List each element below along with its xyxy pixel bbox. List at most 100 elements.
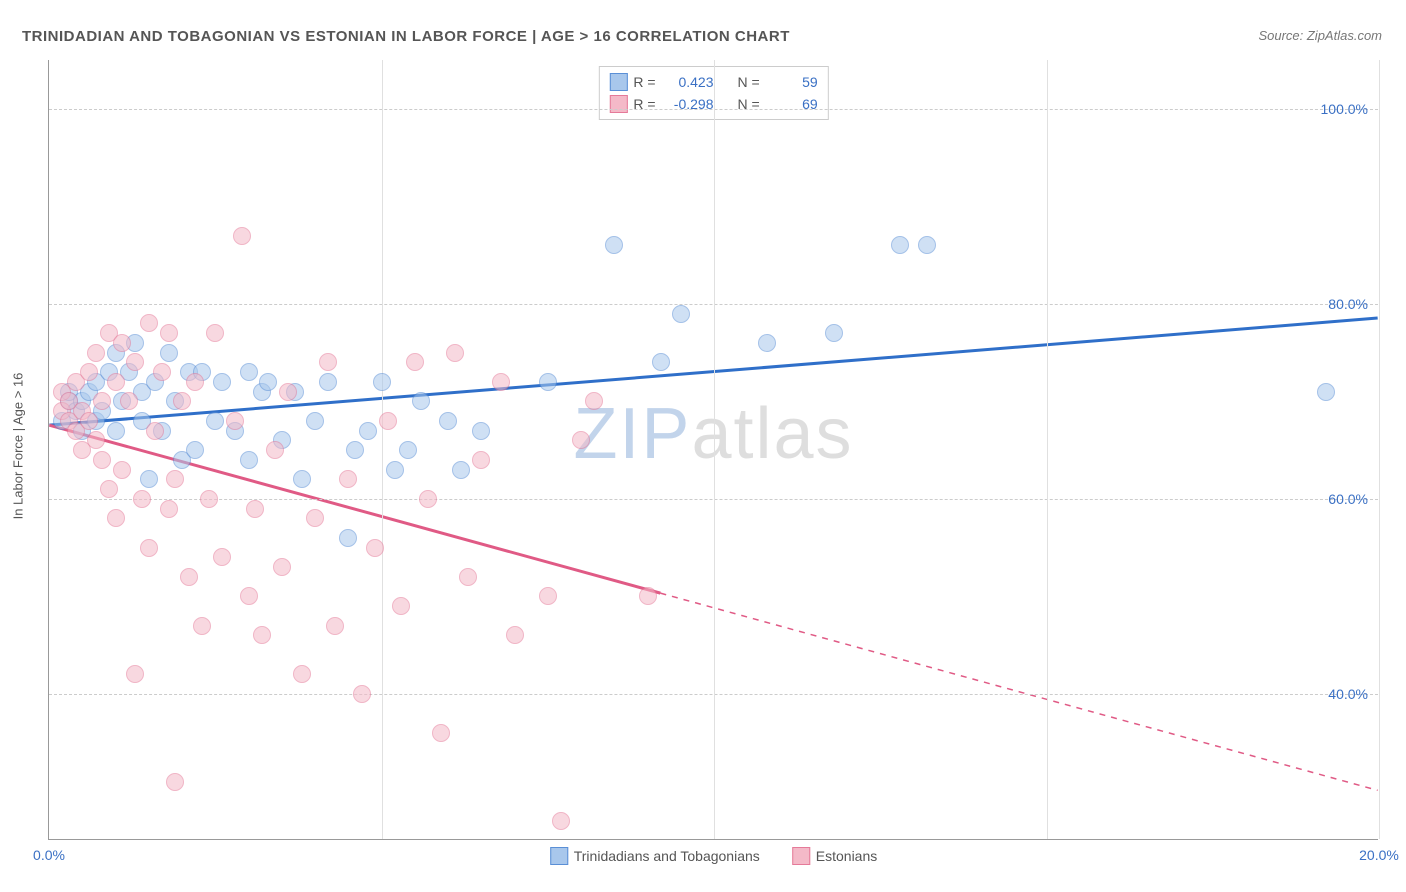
scatter-point xyxy=(346,441,364,459)
legend-n-value: 59 xyxy=(766,71,818,93)
scatter-point xyxy=(160,344,178,362)
scatter-point xyxy=(206,412,224,430)
scatter-point xyxy=(492,373,510,391)
scatter-point xyxy=(133,490,151,508)
legend-swatch xyxy=(609,95,627,113)
scatter-point xyxy=(386,461,404,479)
scatter-point xyxy=(326,617,344,635)
scatter-point xyxy=(107,373,125,391)
gridline-v xyxy=(1047,60,1048,839)
scatter-point xyxy=(166,773,184,791)
gridline-v xyxy=(714,60,715,839)
scatter-point xyxy=(339,470,357,488)
scatter-point xyxy=(107,422,125,440)
plot-area: ZIPatlas R =0.423N =59R =-0.298N =69 Tri… xyxy=(48,60,1378,840)
scatter-point xyxy=(180,568,198,586)
y-tick-label: 60.0% xyxy=(1328,491,1368,507)
scatter-point xyxy=(126,353,144,371)
scatter-point xyxy=(226,412,244,430)
bottom-legend-item: Estonians xyxy=(792,847,877,865)
scatter-point xyxy=(432,724,450,742)
scatter-point xyxy=(472,422,490,440)
scatter-point xyxy=(605,236,623,254)
bottom-legend: Trinidadians and Tobagonians Estonians xyxy=(550,847,878,865)
scatter-point xyxy=(113,334,131,352)
scatter-point xyxy=(233,227,251,245)
scatter-point xyxy=(758,334,776,352)
scatter-point xyxy=(392,597,410,615)
scatter-point xyxy=(366,539,384,557)
watermark-atlas: atlas xyxy=(691,394,853,474)
legend-r-value: 0.423 xyxy=(662,71,714,93)
scatter-point xyxy=(253,626,271,644)
scatter-point xyxy=(259,373,277,391)
scatter-point xyxy=(506,626,524,644)
scatter-point xyxy=(113,461,131,479)
scatter-point xyxy=(240,451,258,469)
gridline-v xyxy=(382,60,383,839)
scatter-point xyxy=(240,587,258,605)
scatter-point xyxy=(293,470,311,488)
legend-r-label: R = xyxy=(633,93,655,115)
scatter-point xyxy=(140,314,158,332)
legend-n-value: 69 xyxy=(766,93,818,115)
scatter-point xyxy=(639,587,657,605)
scatter-point xyxy=(585,392,603,410)
scatter-point xyxy=(552,812,570,830)
legend-series-name: Trinidadians and Tobagonians xyxy=(574,848,760,864)
scatter-point xyxy=(160,500,178,518)
scatter-point xyxy=(107,509,125,527)
scatter-point xyxy=(266,441,284,459)
scatter-point xyxy=(452,461,470,479)
scatter-point xyxy=(80,412,98,430)
legend-n-label: N = xyxy=(738,93,760,115)
scatter-point xyxy=(359,422,377,440)
scatter-point xyxy=(166,470,184,488)
scatter-point xyxy=(446,344,464,362)
legend-swatch xyxy=(792,847,810,865)
scatter-point xyxy=(539,373,557,391)
scatter-point xyxy=(87,431,105,449)
scatter-point xyxy=(213,373,231,391)
source-label: Source: ZipAtlas.com xyxy=(1258,28,1382,43)
y-tick-label: 100.0% xyxy=(1321,101,1368,117)
scatter-point xyxy=(459,568,477,586)
legend-swatch xyxy=(609,73,627,91)
scatter-point xyxy=(146,422,164,440)
legend-r-label: R = xyxy=(633,71,655,93)
scatter-point xyxy=(572,431,590,449)
scatter-point xyxy=(339,529,357,547)
y-tick-label: 80.0% xyxy=(1328,296,1368,312)
scatter-point xyxy=(399,441,417,459)
scatter-point xyxy=(80,363,98,381)
legend-r-value: -0.298 xyxy=(662,93,714,115)
scatter-point xyxy=(240,363,258,381)
scatter-point xyxy=(206,324,224,342)
scatter-point xyxy=(140,539,158,557)
scatter-point xyxy=(126,665,144,683)
scatter-point xyxy=(652,353,670,371)
scatter-point xyxy=(419,490,437,508)
scatter-point xyxy=(213,548,231,566)
scatter-point xyxy=(279,383,297,401)
scatter-point xyxy=(319,353,337,371)
scatter-point xyxy=(353,685,371,703)
scatter-point xyxy=(406,353,424,371)
scatter-point xyxy=(186,441,204,459)
x-tick-label: 0.0% xyxy=(33,847,65,863)
scatter-point xyxy=(293,665,311,683)
scatter-point xyxy=(120,392,138,410)
scatter-point xyxy=(412,392,430,410)
legend-series-name: Estonians xyxy=(816,848,877,864)
legend-n-label: N = xyxy=(738,71,760,93)
scatter-point xyxy=(186,373,204,391)
bottom-legend-item: Trinidadians and Tobagonians xyxy=(550,847,760,865)
scatter-point xyxy=(246,500,264,518)
scatter-point xyxy=(1317,383,1335,401)
scatter-point xyxy=(672,305,690,323)
scatter-point xyxy=(379,412,397,430)
scatter-point xyxy=(306,509,324,527)
scatter-point xyxy=(891,236,909,254)
scatter-point xyxy=(93,451,111,469)
scatter-point xyxy=(140,470,158,488)
